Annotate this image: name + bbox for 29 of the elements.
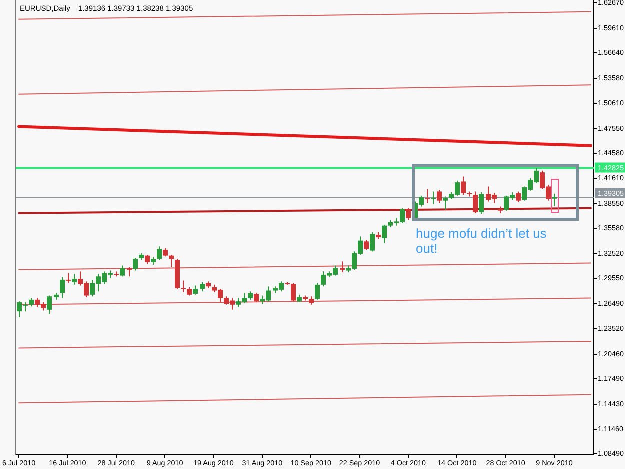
candlestick — [193, 285, 198, 296]
candlestick — [120, 265, 125, 278]
candlestick — [516, 191, 521, 204]
candlestick — [169, 254, 174, 268]
candlestick — [461, 176, 466, 196]
candlestick — [552, 193, 557, 207]
candlestick — [60, 276, 65, 299]
candlestick — [431, 191, 436, 205]
candlestick — [340, 261, 345, 273]
candlestick — [66, 272, 71, 284]
candlestick — [443, 196, 448, 211]
candlestick — [473, 191, 478, 214]
candlestick — [254, 292, 259, 303]
candlestick — [479, 192, 484, 215]
candlestick — [382, 224, 387, 244]
candlestick — [145, 254, 150, 265]
candlestick — [47, 295, 52, 315]
candlestick — [406, 208, 411, 221]
candlestick — [157, 246, 162, 260]
candlestick — [370, 232, 375, 252]
candlestick — [437, 190, 442, 204]
candlestick — [133, 258, 138, 272]
annotation: huge mofu didn’t let us out! — [416, 226, 548, 256]
candlestick — [200, 282, 205, 292]
candlestick — [364, 239, 369, 250]
candlestick — [425, 188, 430, 204]
candlestick — [315, 282, 320, 300]
candlestick — [127, 266, 132, 278]
candlestick — [72, 274, 77, 286]
